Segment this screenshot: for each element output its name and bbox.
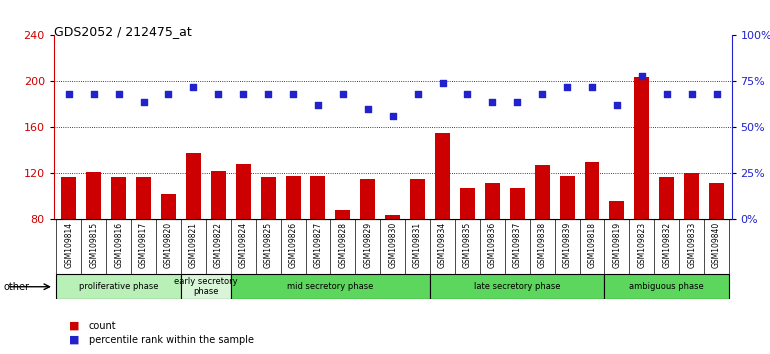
Point: [685, 91, 698, 97]
Text: GSM109830: GSM109830: [388, 222, 397, 268]
Point: [287, 91, 300, 97]
Bar: [435, 133, 450, 219]
Bar: [685, 173, 699, 219]
Bar: [485, 183, 500, 219]
Text: GSM109817: GSM109817: [139, 222, 148, 268]
Point: [586, 84, 598, 90]
Bar: [62, 177, 76, 219]
Point: [362, 106, 374, 112]
Point: [162, 91, 175, 97]
Bar: [336, 210, 350, 219]
Text: GSM109832: GSM109832: [662, 222, 671, 268]
Text: percentile rank within the sample: percentile rank within the sample: [89, 335, 253, 345]
Point: [312, 103, 324, 108]
Text: ■: ■: [69, 321, 80, 331]
Text: GSM109835: GSM109835: [463, 222, 472, 268]
Bar: [56, 274, 181, 299]
Point: [711, 91, 723, 97]
Bar: [136, 177, 151, 219]
Point: [213, 91, 225, 97]
Text: GSM109831: GSM109831: [413, 222, 422, 268]
Text: GSM109834: GSM109834: [438, 222, 447, 268]
Bar: [709, 183, 724, 219]
Bar: [430, 274, 604, 299]
Bar: [634, 77, 649, 219]
Point: [62, 91, 75, 97]
Point: [636, 73, 648, 79]
Text: GSM109829: GSM109829: [363, 222, 372, 268]
Bar: [86, 172, 101, 219]
Text: GSM109826: GSM109826: [289, 222, 297, 268]
Bar: [534, 165, 550, 219]
Text: GSM109840: GSM109840: [712, 222, 721, 268]
Bar: [510, 188, 524, 219]
Point: [237, 91, 249, 97]
Bar: [460, 188, 475, 219]
Point: [561, 84, 573, 90]
Point: [437, 80, 449, 86]
Point: [411, 91, 424, 97]
Text: count: count: [89, 321, 116, 331]
Text: proliferative phase: proliferative phase: [79, 282, 159, 291]
Text: GSM109828: GSM109828: [338, 222, 347, 268]
Bar: [286, 176, 300, 219]
Text: ambiguous phase: ambiguous phase: [629, 282, 704, 291]
Text: GSM109839: GSM109839: [563, 222, 571, 268]
Bar: [584, 162, 600, 219]
Point: [536, 91, 548, 97]
Point: [661, 91, 673, 97]
Point: [611, 103, 623, 108]
Bar: [261, 177, 276, 219]
Text: GSM109827: GSM109827: [313, 222, 323, 268]
Text: GSM109815: GSM109815: [89, 222, 99, 268]
Bar: [659, 177, 675, 219]
Point: [486, 99, 498, 104]
Text: late secretory phase: late secretory phase: [474, 282, 561, 291]
Bar: [111, 177, 126, 219]
Text: GSM109820: GSM109820: [164, 222, 173, 268]
Point: [137, 99, 149, 104]
Point: [336, 91, 349, 97]
Text: ■: ■: [69, 335, 80, 345]
Point: [112, 91, 125, 97]
Text: GSM109819: GSM109819: [612, 222, 621, 268]
Text: GSM109816: GSM109816: [114, 222, 123, 268]
Bar: [181, 274, 231, 299]
Point: [262, 91, 274, 97]
Text: GSM109821: GSM109821: [189, 222, 198, 268]
Bar: [560, 176, 574, 219]
Text: mid secretory phase: mid secretory phase: [287, 282, 373, 291]
Text: GSM109836: GSM109836: [488, 222, 497, 268]
Text: GSM109824: GSM109824: [239, 222, 248, 268]
Bar: [385, 215, 400, 219]
Bar: [410, 179, 425, 219]
Bar: [609, 201, 624, 219]
Text: GSM109833: GSM109833: [687, 222, 696, 268]
Point: [511, 99, 524, 104]
Text: GSM109822: GSM109822: [214, 222, 223, 268]
Text: GSM109838: GSM109838: [537, 222, 547, 268]
Bar: [604, 274, 729, 299]
Text: GSM109814: GSM109814: [65, 222, 73, 268]
Text: GSM109823: GSM109823: [638, 222, 646, 268]
Text: GSM109825: GSM109825: [263, 222, 273, 268]
Point: [187, 84, 199, 90]
Bar: [231, 274, 430, 299]
Text: early secretory
phase: early secretory phase: [174, 277, 238, 296]
Point: [88, 91, 100, 97]
Bar: [186, 153, 201, 219]
Text: GSM109837: GSM109837: [513, 222, 522, 268]
Point: [387, 114, 399, 119]
Bar: [360, 179, 375, 219]
Bar: [161, 194, 176, 219]
Text: GSM109818: GSM109818: [588, 222, 597, 268]
Point: [461, 91, 474, 97]
Text: other: other: [4, 282, 30, 292]
Bar: [310, 176, 326, 219]
Bar: [236, 164, 251, 219]
Text: GDS2052 / 212475_at: GDS2052 / 212475_at: [54, 25, 192, 38]
Bar: [211, 171, 226, 219]
